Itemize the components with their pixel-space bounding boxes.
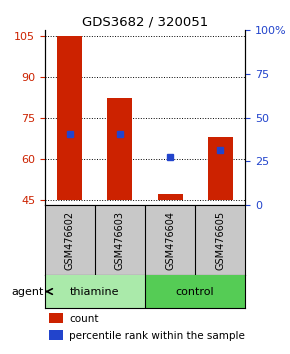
Text: thiamine: thiamine [70,286,120,297]
Title: GDS3682 / 320051: GDS3682 / 320051 [82,16,208,29]
Text: percentile rank within the sample: percentile rank within the sample [69,331,245,341]
Text: GSM476603: GSM476603 [115,211,125,269]
Bar [49,330,63,340]
Text: GSM476604: GSM476604 [165,211,175,269]
Text: control: control [176,286,214,297]
Bar [157,194,182,200]
Text: GSM476602: GSM476602 [65,210,75,270]
Bar [49,313,63,323]
Bar [57,35,82,200]
Text: agent: agent [12,286,44,297]
Bar [208,137,233,200]
Bar [145,275,245,308]
Text: count: count [69,314,99,324]
Bar [108,98,133,200]
Text: GSM476605: GSM476605 [215,210,225,270]
Bar [45,275,145,308]
